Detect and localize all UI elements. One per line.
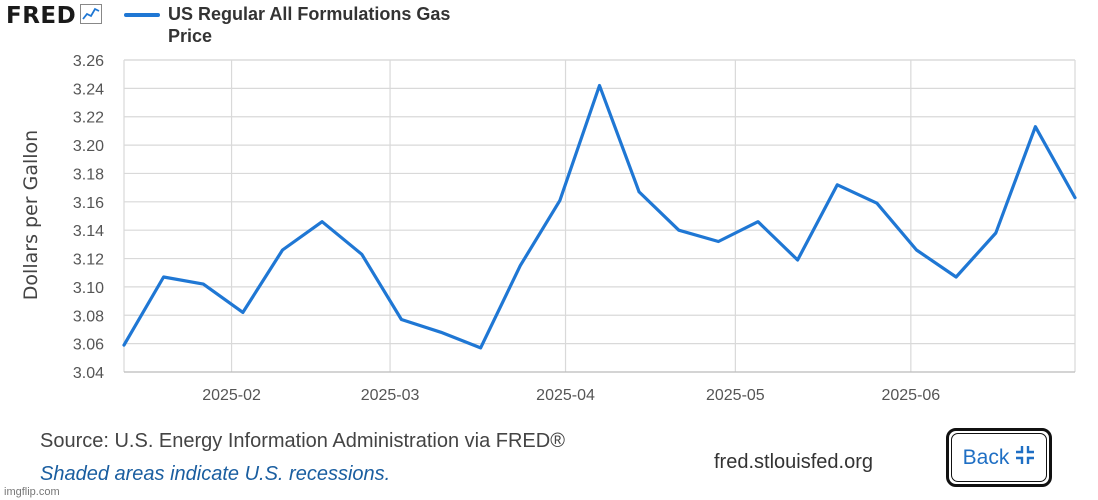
x-tick-label: 2025-06 [881, 387, 940, 404]
y-tick-label: 3.16 [73, 195, 104, 212]
line-chart: 3.04 3.06 3.08 3.10 3.12 3.14 3.16 3.18 3.20 3.22… [73, 53, 1077, 404]
source-text: Source: U.S. Energy Information Administ… [40, 430, 565, 452]
site-url[interactable]: fred.stlouisfed.org [714, 451, 873, 473]
y-tick-label: 3.14 [73, 223, 104, 240]
series-layer [122, 83, 1077, 350]
chart-legend: US Regular All Formulations Gas Price [124, 3, 478, 47]
y-tick-label: 3.26 [73, 53, 104, 70]
fred-logo: FRED [6, 3, 103, 29]
legend-label: US Regular All Formulations Gas Price [168, 4, 451, 46]
fred-logo-text: FRED [6, 3, 77, 29]
line-chart-icon [80, 3, 103, 29]
y-tick-label: 3.20 [73, 138, 104, 155]
image-credit: imgflip.com [4, 486, 60, 498]
y-tick-label: 3.06 [73, 337, 104, 354]
series-line [122, 83, 1077, 350]
y-tick-label: 3.24 [73, 81, 104, 98]
y-tick-label: 3.12 [73, 252, 104, 269]
back-button-label: Back [962, 445, 1010, 469]
x-tick-label: 2025-05 [706, 387, 765, 404]
recession-note: Shaded areas indicate U.S. recessions. [40, 463, 391, 485]
y-tick-label: 3.08 [73, 308, 104, 325]
y-tick-label: 3.18 [73, 166, 104, 183]
x-tick-labels: 2025-02 2025-03 2025-04 2025-05 2025-06 [202, 387, 940, 404]
y-tick-label: 3.10 [73, 280, 104, 297]
collapse-icon [1015, 445, 1035, 470]
back-button[interactable]: Back [946, 428, 1052, 487]
legend-swatch [124, 13, 160, 17]
x-tick-label: 2025-04 [536, 387, 595, 404]
x-tick-label: 2025-03 [361, 387, 420, 404]
y-tick-label: 3.04 [73, 365, 104, 382]
x-tick-label: 2025-02 [202, 387, 261, 404]
y-tick-label: 3.22 [73, 110, 104, 127]
grid-lines [123, 59, 1076, 373]
y-tick-labels: 3.04 3.06 3.08 3.10 3.12 3.14 3.16 3.18 3.20 3.22… [73, 53, 104, 382]
